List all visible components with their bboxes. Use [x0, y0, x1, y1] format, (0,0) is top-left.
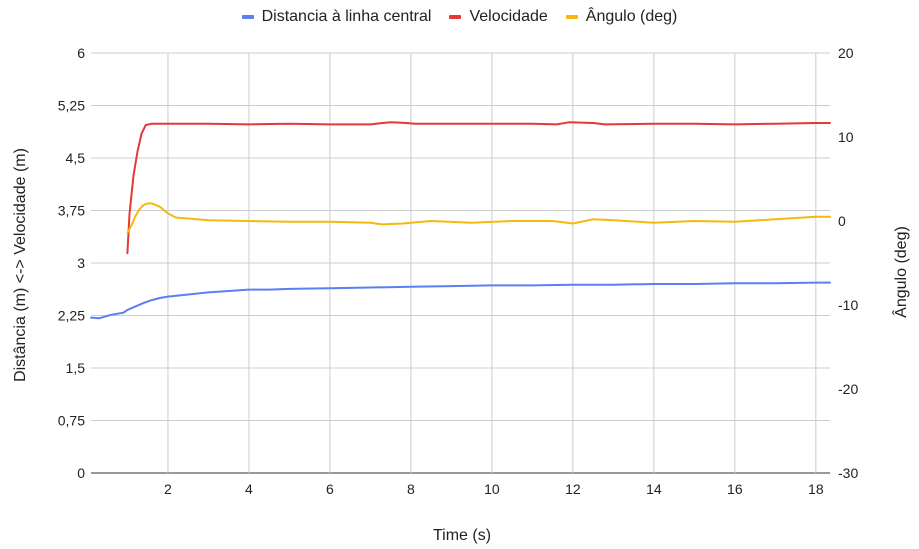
y-axis-right-label: Ângulo (deg)	[891, 226, 910, 318]
legend-label-velocidade: Velocidade	[469, 8, 548, 25]
legend-item-distancia[interactable]: Distancia à linha central	[241, 8, 432, 26]
y-left-tick-label: 3,75	[58, 203, 85, 219]
legend-item-angulo[interactable]: Ângulo (deg)	[565, 8, 678, 26]
series-line-distancia	[90, 281, 831, 320]
y-left-tick-label: 5,25	[58, 98, 85, 114]
y-left-tick-label: 6	[77, 45, 85, 61]
x-tick-label: 8	[407, 481, 415, 497]
y-left-tick-label: 4,5	[66, 150, 86, 166]
legend-swatch-distancia	[241, 15, 254, 19]
series-line-velocidade	[126, 121, 831, 255]
y-left-tick-label: 2,25	[58, 308, 85, 324]
legend-label-angulo: Ângulo (deg)	[585, 8, 678, 25]
x-tick-label: 6	[326, 481, 334, 497]
y-right-tick-label: 0	[838, 213, 846, 229]
y-right-tick-label: 20	[838, 45, 854, 61]
x-tick-label: 2	[164, 481, 172, 497]
x-tick-label: 12	[565, 481, 581, 497]
y-axis-right-ticks: -30 -20 -10 0 10 20	[838, 45, 858, 481]
y-left-tick-label: 1,5	[66, 360, 86, 376]
y-axis-left-label: Distância (m) <-> Velocidade (m)	[12, 148, 29, 382]
y-axis-left-ticks: 0 0,75 1,5 2,25 3 3,75 4,5 5,25 6	[58, 45, 85, 481]
x-axis-label: Time (s)	[433, 527, 491, 544]
x-tick-label: 16	[727, 481, 743, 497]
chart-grid	[91, 52, 830, 474]
x-tick-label: 18	[808, 481, 824, 497]
legend-item-velocidade[interactable]: Velocidade	[449, 8, 548, 26]
y-right-tick-label: -30	[838, 465, 858, 481]
x-tick-label: 14	[646, 481, 662, 497]
series-line-angulo	[126, 202, 831, 234]
legend-swatch-angulo	[565, 15, 578, 19]
chart-legend: Distancia à linha central Velocidade Âng…	[0, 6, 919, 28]
y-right-tick-label: -10	[838, 297, 858, 313]
chart-series	[90, 121, 831, 320]
y-right-tick-label: 10	[838, 129, 854, 145]
y-left-tick-label: 0	[77, 465, 85, 481]
legend-label-distancia: Distancia à linha central	[261, 8, 432, 25]
y-left-tick-label: 3	[77, 255, 85, 271]
x-axis-ticks: 2 4 6 8 10 12 14 16 18	[164, 481, 824, 497]
x-tick-label: 4	[245, 481, 253, 497]
legend-swatch-velocidade	[449, 15, 462, 19]
y-left-tick-label: 0,75	[58, 413, 85, 429]
x-tick-label: 10	[484, 481, 500, 497]
y-right-tick-label: -20	[838, 381, 858, 397]
